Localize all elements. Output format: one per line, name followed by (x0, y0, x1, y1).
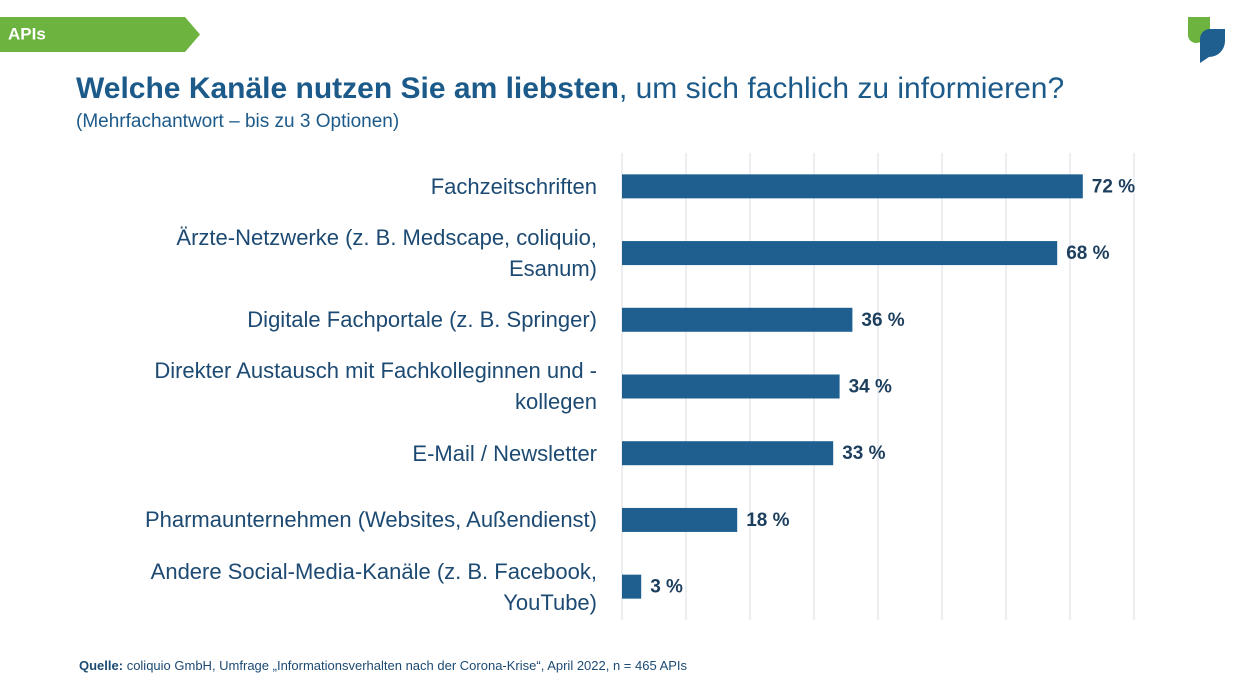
value-label: 18 % (746, 510, 789, 531)
bar (622, 441, 834, 466)
chart-title: Welche Kanäle nutzen Sie am liebsten, um… (76, 72, 1064, 106)
category-label: Direkter Austausch mit Fachkolleginnen u… (154, 358, 597, 415)
bar (622, 174, 1083, 199)
value-label: 34 % (849, 377, 892, 398)
bar (622, 507, 738, 532)
source-text: coliquio GmbH, Umfrage „Informationsverh… (123, 658, 688, 673)
bar (622, 307, 853, 332)
category-label: E-Mail / Newsletter (412, 440, 597, 466)
tag: APIs (8, 24, 46, 43)
value-label: 3 % (650, 577, 683, 598)
bar (622, 574, 642, 599)
subtitle: (Mehrfachantwort – bis zu 3 Optionen) (76, 111, 400, 132)
category-label: Andere Social-Media-Kanäle (z. B. Facebo… (150, 558, 597, 615)
bar (622, 374, 840, 399)
tag-shape (0, 17, 200, 52)
logo-leaf (1200, 29, 1225, 63)
value-label: 33 % (842, 443, 885, 464)
category-label: Pharmaunternehmen (Websites, Außendienst… (144, 507, 597, 533)
value-label: 72 % (1092, 176, 1135, 197)
bar (622, 241, 1058, 266)
title-rest: , um sich fachlich zu informieren? (618, 72, 1065, 105)
title-bold: Welche Kanäle nutzen Sie am liebsten (76, 72, 619, 105)
category-label: Ärzte-Netzwerke (z. B. Medscape, coliqui… (176, 225, 597, 282)
source: Quelle: coliquio GmbH, Umfrage „Informat… (79, 658, 687, 673)
value-label: 36 % (861, 310, 904, 331)
category-label: Fachzeitschriften (430, 173, 597, 199)
value-label: 68 % (1066, 243, 1109, 264)
source-label: Quelle: (79, 658, 124, 673)
category-label: Digitale Fachportale (z. B. Springer) (247, 307, 597, 333)
